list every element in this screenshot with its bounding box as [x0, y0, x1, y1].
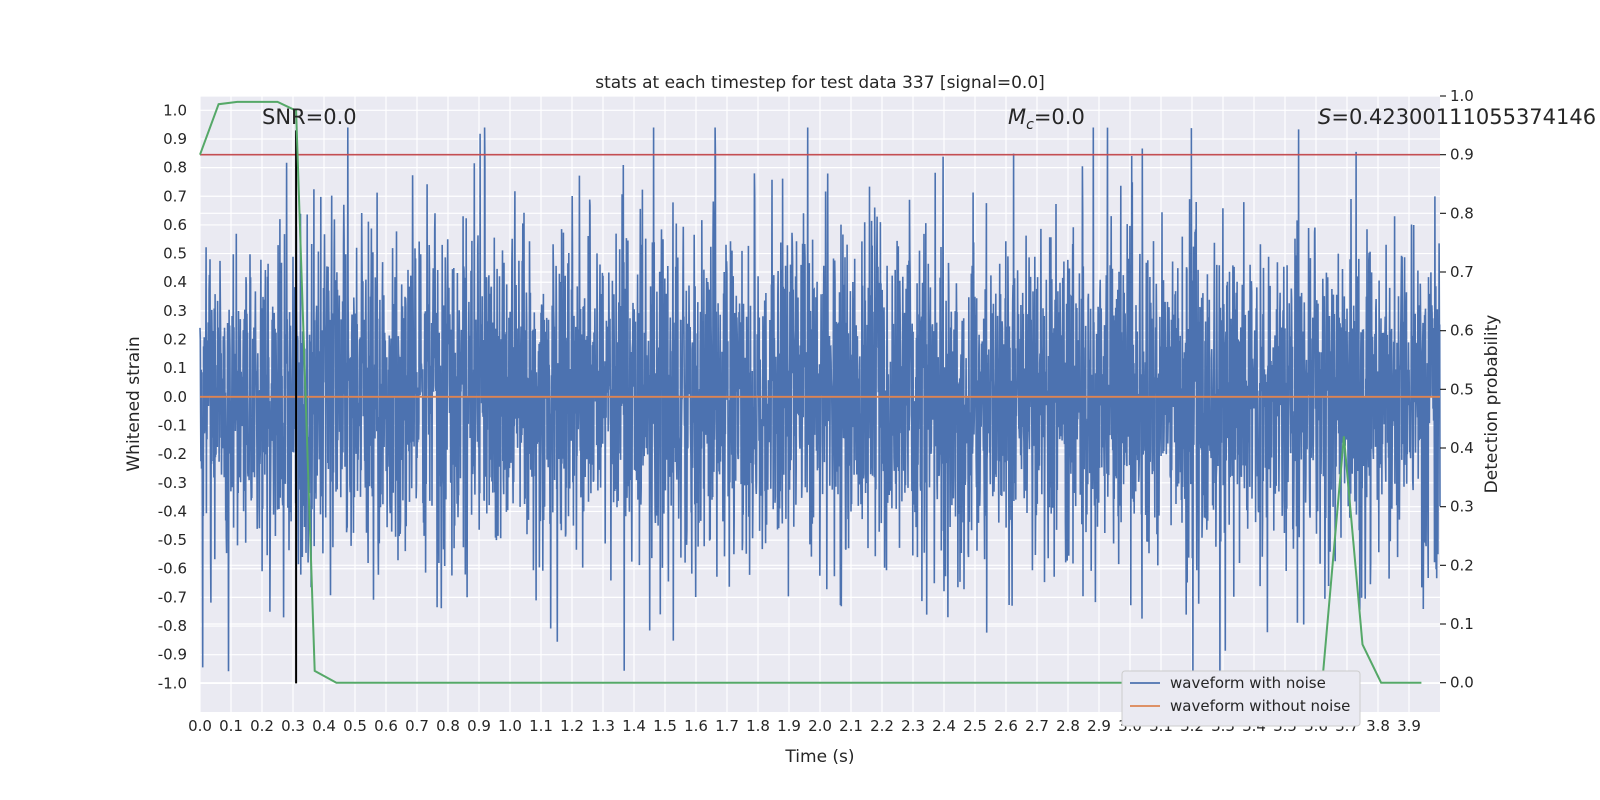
- x-tick-label: 0.3: [281, 717, 305, 735]
- y-tick-label: 0.4: [163, 273, 187, 291]
- right-tick-label: 1.0: [1450, 87, 1474, 105]
- y-tick-label: 0.3: [163, 302, 187, 320]
- series-waveform-with-noise: [199, 127, 1441, 681]
- x-tick-label: 1.2: [560, 717, 584, 735]
- legend-box: [1121, 670, 1361, 727]
- x-tick-label: 1.0: [498, 717, 522, 735]
- x-tick-label: 1.8: [746, 717, 770, 735]
- y-tick-label: -0.9: [158, 646, 187, 664]
- right-tick-label: 0.7: [1450, 263, 1474, 281]
- x-tick-label: 0.2: [250, 717, 274, 735]
- score-annotation: S=0.42300111055374146: [1318, 105, 1596, 129]
- chirp-mass-annotation: Mc=0.0: [1008, 105, 1085, 133]
- y-tick-label: 0.7: [163, 187, 187, 205]
- x-tick-label: 1.6: [684, 717, 708, 735]
- x-tick-label: 1.9: [777, 717, 801, 735]
- x-tick-label: 0.9: [467, 717, 491, 735]
- y-tick-label: 0.2: [163, 331, 187, 349]
- y-tick-label: -0.3: [158, 474, 187, 492]
- x-tick-label: 2.1: [839, 717, 863, 735]
- x-tick-label: 1.3: [591, 717, 615, 735]
- x-tick-label: 2.5: [963, 717, 987, 735]
- x-tick-label: 0.6: [374, 717, 398, 735]
- y-tick-label: -0.1: [158, 416, 187, 434]
- right-tick-label: 0.0: [1450, 674, 1474, 692]
- right-tick-label: 0.6: [1450, 322, 1474, 340]
- right-axis-label: Detection probability: [1482, 315, 1502, 494]
- y-tick-label: -0.6: [158, 560, 187, 578]
- x-tick-label: 0.1: [219, 717, 243, 735]
- y-tick-label: -0.4: [158, 502, 187, 520]
- y-axis-ticks: 1.0 0.9 0.8 0.7 0.6 0.5 0.4 0.3 0.2 0.1 0.0 -0.1 -0.…: [158, 101, 187, 692]
- x-tick-label: 0.8: [436, 717, 460, 735]
- s-value: =0.42300111055374146: [1331, 105, 1596, 129]
- legend: waveform with noise waveform without noi…: [1121, 670, 1361, 727]
- x-tick-label: 3.9: [1397, 717, 1421, 735]
- y-tick-label: -0.5: [158, 531, 187, 549]
- x-tick-label: 2.0: [808, 717, 832, 735]
- y-tick-label: 0.9: [163, 130, 187, 148]
- x-tick-label: 2.4: [932, 717, 956, 735]
- snr-annotation: SNR=0.0: [262, 105, 357, 129]
- y-tick-label: 1.0: [163, 101, 187, 119]
- right-axis-ticks: 1.0 0.9 0.8 0.7 0.6 0.5 0.4 0.3 0.2 0.1 0.0: [1440, 87, 1474, 692]
- s-symbol: S: [1318, 105, 1331, 129]
- legend-label-clean: waveform without noise: [1170, 697, 1350, 715]
- right-tick-label: 0.9: [1450, 146, 1474, 164]
- right-tick-label: 0.1: [1450, 615, 1474, 633]
- x-tick-label: 0.4: [312, 717, 336, 735]
- x-tick-label: 2.6: [994, 717, 1018, 735]
- y-tick-label: 0.6: [163, 216, 187, 234]
- y-axis-label: Whitened strain: [124, 336, 144, 471]
- mc-subscript: c: [1026, 117, 1034, 133]
- chart-title: stats at each timestep for test data 337…: [595, 73, 1045, 93]
- right-tick-label: 0.3: [1450, 498, 1474, 516]
- legend-label-noise: waveform with noise: [1170, 674, 1326, 692]
- x-tick-label: 2.2: [870, 717, 894, 735]
- y-tick-label: 0.1: [163, 359, 187, 377]
- x-axis-ticks: 0.0 0.1 0.2 0.3 0.4 0.5 0.6 0.7 0.8 0.9 1.0 1.1 1.2 1…: [188, 717, 1421, 735]
- y-tick-label: 0.8: [163, 159, 187, 177]
- x-tick-label: 0.0: [188, 717, 212, 735]
- y-tick-label: -0.7: [158, 588, 187, 606]
- x-tick-label: 1.5: [653, 717, 677, 735]
- right-tick-label: 0.8: [1450, 204, 1474, 222]
- x-tick-label: 0.5: [343, 717, 367, 735]
- right-tick-label: 0.2: [1450, 556, 1474, 574]
- mc-value: =0.0: [1034, 105, 1085, 129]
- x-tick-label: 1.4: [622, 717, 646, 735]
- right-tick-label: 0.4: [1450, 439, 1474, 457]
- x-tick-label: 2.8: [1056, 717, 1080, 735]
- x-tick-label: 2.3: [901, 717, 925, 735]
- y-tick-label: 0.0: [163, 388, 187, 406]
- mc-symbol: M: [1008, 105, 1026, 129]
- y-tick-label: -0.2: [158, 445, 187, 463]
- y-tick-label: -1.0: [158, 674, 187, 692]
- x-axis-label: Time (s): [784, 747, 854, 767]
- x-tick-label: 1.7: [715, 717, 739, 735]
- x-tick-label: 0.7: [405, 717, 429, 735]
- y-tick-label: -0.8: [158, 617, 187, 635]
- x-tick-label: 1.1: [529, 717, 553, 735]
- y-tick-label: 0.5: [163, 245, 187, 263]
- x-tick-label: 2.9: [1087, 717, 1111, 735]
- x-tick-label: 3.8: [1366, 717, 1390, 735]
- x-tick-label: 2.7: [1025, 717, 1049, 735]
- right-tick-label: 0.5: [1450, 380, 1474, 398]
